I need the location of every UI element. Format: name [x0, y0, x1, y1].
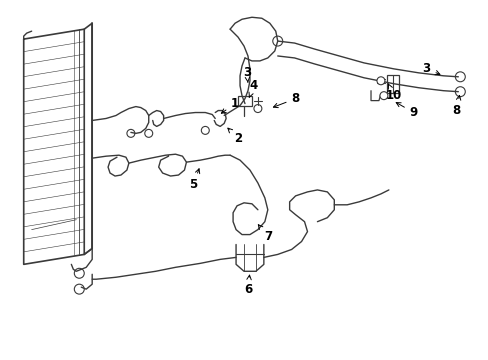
Text: 6: 6 [244, 275, 252, 296]
Text: 3: 3 [422, 62, 439, 75]
Text: 9: 9 [395, 103, 417, 119]
Text: 3: 3 [243, 66, 250, 82]
Text: 5: 5 [189, 169, 199, 192]
Text: 1: 1 [221, 97, 239, 113]
Bar [386, 75, 398, 93]
Circle shape [376, 77, 384, 85]
Text: 7: 7 [258, 225, 271, 243]
Text: 8: 8 [451, 95, 460, 117]
Text: 2: 2 [227, 128, 242, 145]
Text: 10: 10 [385, 84, 401, 102]
Text: 4: 4 [248, 79, 258, 98]
Text: 8: 8 [273, 92, 299, 108]
Circle shape [379, 92, 387, 100]
Bar [238, 96, 251, 105]
